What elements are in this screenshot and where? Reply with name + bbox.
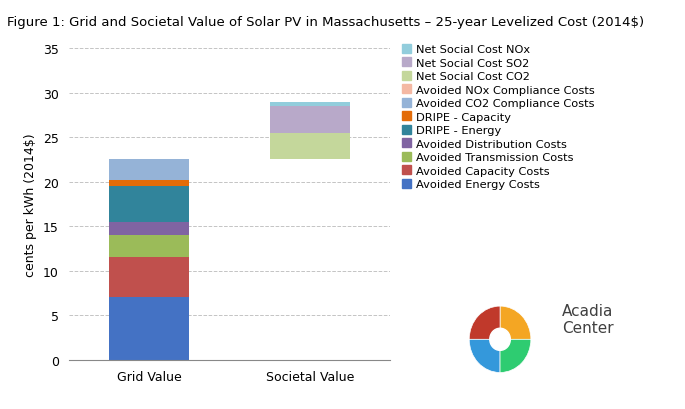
Wedge shape: [500, 339, 531, 373]
Wedge shape: [469, 306, 500, 339]
Bar: [109, 222, 189, 236]
Bar: [109, 160, 189, 180]
Bar: [109, 180, 189, 187]
Text: Figure 1: Grid and Societal Value of Solar PV in Massachusetts – 25-year Leveliz: Figure 1: Grid and Societal Value of Sol…: [7, 16, 644, 29]
Bar: [270, 102, 350, 107]
Bar: [270, 107, 350, 133]
Bar: [109, 298, 189, 360]
Bar: [270, 133, 350, 160]
Bar: [109, 187, 189, 222]
Text: Acadia
Center: Acadia Center: [562, 303, 613, 335]
Bar: [109, 236, 189, 258]
Wedge shape: [469, 339, 500, 373]
Legend: Net Social Cost NOx, Net Social Cost SO2, Net Social Cost CO2, Avoided NOx Compl: Net Social Cost NOx, Net Social Cost SO2…: [399, 43, 597, 192]
Circle shape: [490, 328, 510, 351]
Bar: [109, 258, 189, 298]
Wedge shape: [500, 306, 531, 339]
Y-axis label: cents per kWh (2014$): cents per kWh (2014$): [25, 133, 38, 276]
